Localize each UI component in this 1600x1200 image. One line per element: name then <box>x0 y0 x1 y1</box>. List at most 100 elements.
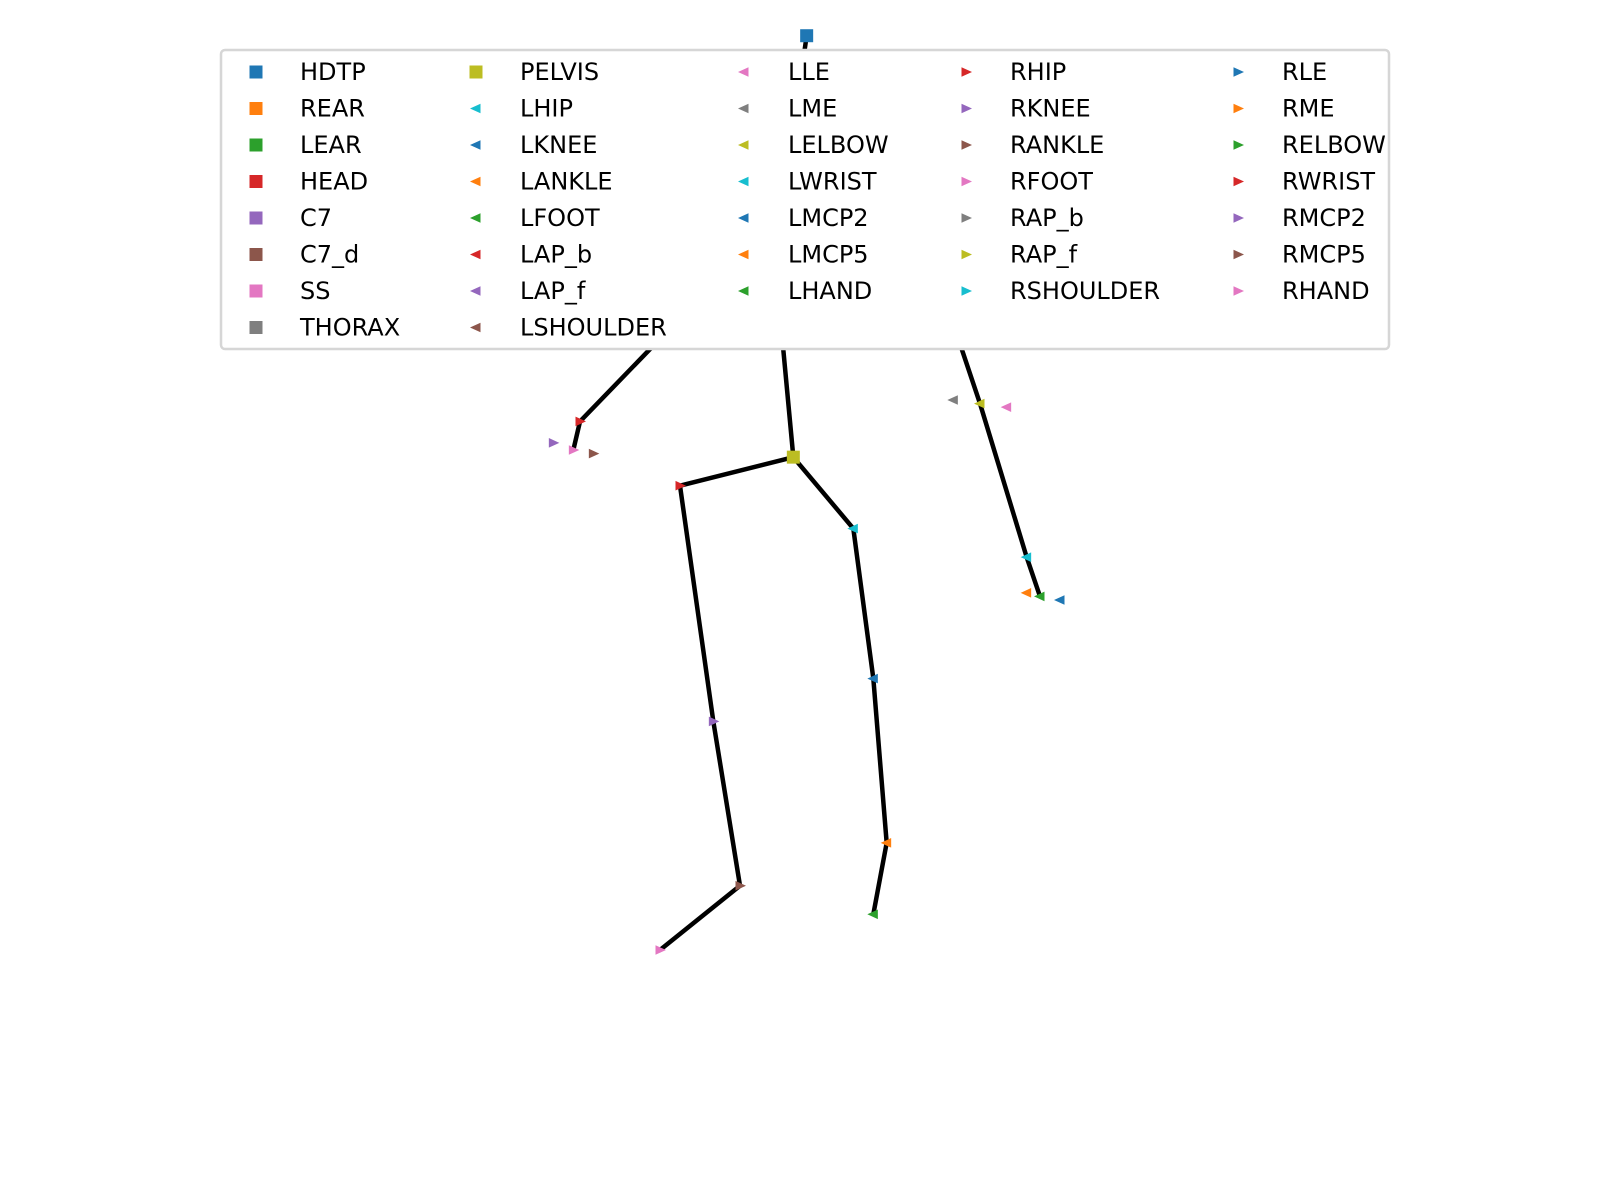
legend-marker-lwrist <box>738 176 749 187</box>
joint-rhip <box>675 480 686 491</box>
legend-label-lelbow: LELBOW <box>788 131 889 159</box>
bone-lhip-lknee <box>851 526 876 681</box>
legend-label-lwrist: LWRIST <box>788 168 877 196</box>
joint-rmcp5 <box>588 448 600 459</box>
legend-marker-lhip <box>470 103 481 114</box>
legend-label-head: HEAD <box>300 168 368 196</box>
joint-lfoot <box>867 909 878 920</box>
legend-marker-ss <box>249 284 263 298</box>
legend-label-lshoulder: LSHOULDER <box>520 314 667 342</box>
legend-marker-rwrist <box>1233 176 1244 187</box>
legend-marker-lap-b <box>470 249 481 260</box>
joint-rmcp2 <box>548 438 560 448</box>
joint-lelbow <box>974 398 985 409</box>
legend-label-rhip: RHIP <box>1010 58 1066 86</box>
bone-rwrist-rhand <box>571 419 583 453</box>
joint-lle <box>1000 402 1012 412</box>
legend-marker-rankle <box>961 140 972 150</box>
legend-label-pelvis: PELVIS <box>520 58 599 86</box>
legend-label-lankle: LANKLE <box>520 168 613 196</box>
bone-rankle-rfoot <box>657 883 743 953</box>
legend-label-c7: C7 <box>300 204 332 232</box>
legend-marker-relbow <box>1233 140 1244 150</box>
legend-marker-lme <box>738 103 749 114</box>
legend-label-rhand: RHAND <box>1282 277 1370 305</box>
bone-pelvis-rhip <box>677 454 796 488</box>
legend-marker-lknee <box>470 140 481 150</box>
bone-lwrist-lhand <box>1024 554 1043 599</box>
legend-marker-lear <box>249 138 263 152</box>
legend-label-rear: REAR <box>300 95 365 123</box>
joint-rankle <box>735 880 746 891</box>
joint-lmcp5 <box>1020 588 1032 598</box>
joint-lmcp2 <box>1054 595 1065 605</box>
legend-marker-rap-b <box>961 213 972 223</box>
legend-marker-rshoulder <box>961 286 972 296</box>
legend-label-rme: RME <box>1282 95 1335 123</box>
legend-label-rfoot: RFOOT <box>1010 168 1093 196</box>
joint-lwrist <box>1020 552 1032 562</box>
bone-lknee-lankle <box>871 676 889 846</box>
legend-marker-lle <box>738 67 749 77</box>
legend-label-ss: SS <box>300 277 330 305</box>
legend-marker-rhip <box>961 67 972 77</box>
legend-label-rwrist: RWRIST <box>1282 168 1375 196</box>
legend-label-lle: LLE <box>788 58 830 86</box>
joint-pelvis <box>786 450 800 464</box>
legend-marker-thorax <box>249 321 263 334</box>
legend-marker-head <box>249 175 263 188</box>
bone-pelvis-lhip <box>791 454 856 531</box>
legend-label-rmcp2: RMCP2 <box>1282 204 1366 232</box>
legend-label-lmcp5: LMCP5 <box>788 241 869 269</box>
legend-label-relbow: RELBOW <box>1282 131 1386 159</box>
legend-marker-rmcp2 <box>1233 213 1244 223</box>
legend-marker-lmcp2 <box>738 213 749 223</box>
joint-lknee <box>867 673 878 684</box>
legend-label-lap-b: LAP_b <box>520 241 592 269</box>
legend-marker-rfoot <box>961 176 972 187</box>
legend-label-lhip: LHIP <box>520 95 573 123</box>
joint-rwrist <box>575 416 586 427</box>
legend-marker-lelbow <box>738 140 749 150</box>
joint-hdtp <box>800 29 814 43</box>
bone-lelbow-lwrist <box>977 401 1029 560</box>
legend-marker-rap-f <box>961 249 972 260</box>
legend-marker-c7-d <box>249 248 263 261</box>
legend-marker-lmcp5 <box>738 249 749 260</box>
joint-lme <box>947 395 958 405</box>
legend-label-rap-f: RAP_f <box>1010 241 1078 269</box>
bone-rhip-rknee <box>677 483 716 724</box>
legend-marker-pelvis <box>469 65 483 79</box>
legend-label-lap-f: LAP_f <box>520 277 586 305</box>
legend-marker-lhand <box>738 286 749 296</box>
joint-lankle <box>880 838 892 848</box>
joint-lhip <box>847 523 858 534</box>
legend-marker-lankle <box>470 176 481 187</box>
legend-marker-rhand <box>1233 286 1244 296</box>
legend-label-lme: LME <box>788 95 837 123</box>
legend-label-rknee: RKNEE <box>1010 95 1091 123</box>
legend-label-lknee: LKNEE <box>520 131 597 159</box>
legend-label-hdtp: HDTP <box>300 58 366 86</box>
legend-label-rmcp5: RMCP5 <box>1282 241 1366 269</box>
legend-marker-rknee <box>961 103 972 114</box>
legend-label-rshoulder: RSHOULDER <box>1010 277 1160 305</box>
legend-label-lhand: LHAND <box>788 277 872 305</box>
joint-rfoot <box>655 945 666 955</box>
legend-marker-rle <box>1233 67 1244 77</box>
legend-label-rap-b: RAP_b <box>1010 204 1084 232</box>
legend-marker-rmcp5 <box>1233 249 1244 260</box>
legend-marker-rme <box>1233 103 1244 114</box>
legend-label-lmcp2: LMCP2 <box>788 204 869 232</box>
legend-marker-hdtp <box>249 65 263 79</box>
legend: HDTP REAR LEAR HEAD C7 C7_d SS THORAX PELVIS LHIP… <box>219 48 1391 351</box>
bone-lankle-lfoot <box>871 840 889 917</box>
legend-label-c7-d: C7_d <box>300 241 359 269</box>
legend-label-lfoot: LFOOT <box>520 204 600 232</box>
joint-lhand <box>1034 591 1045 602</box>
legend-label-thorax: THORAX <box>299 314 400 342</box>
legend-marker-lshoulder <box>470 322 481 333</box>
joint-rknee <box>708 716 720 727</box>
legend-label-lear: LEAR <box>300 131 362 159</box>
